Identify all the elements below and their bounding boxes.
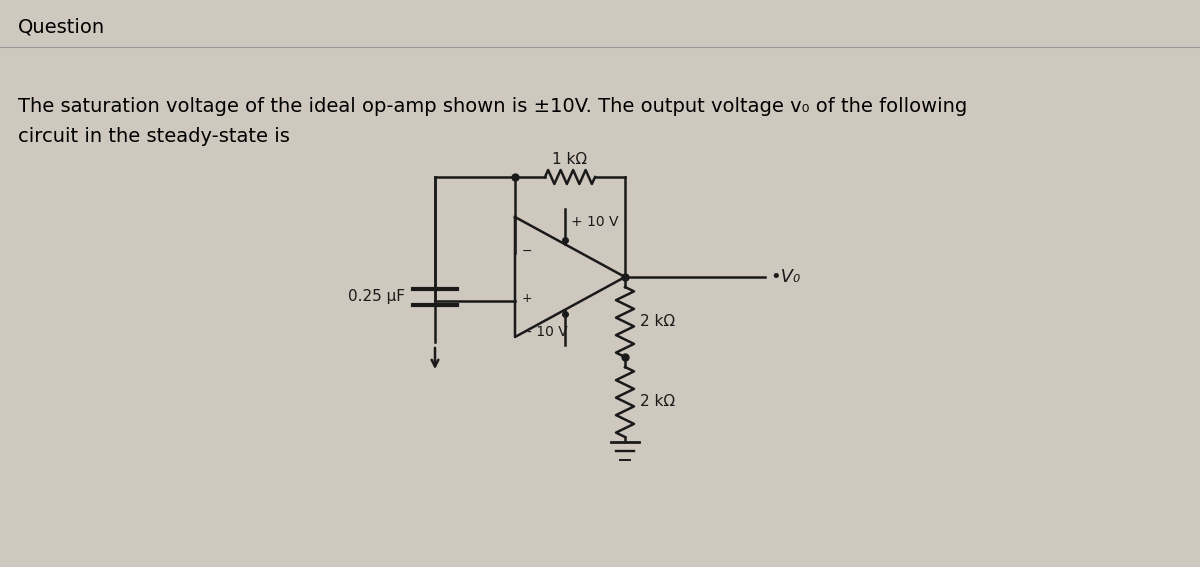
- Text: 2 kΩ: 2 kΩ: [640, 315, 676, 329]
- Text: 0.25 μF: 0.25 μF: [348, 290, 406, 304]
- Text: +: +: [522, 293, 533, 306]
- Text: •V₀: •V₀: [770, 268, 800, 286]
- Text: 1 kΩ: 1 kΩ: [552, 151, 588, 167]
- Text: −: −: [522, 244, 533, 257]
- Text: The saturation voltage of the ideal op-amp shown is ±10V. The output voltage v₀ : The saturation voltage of the ideal op-a…: [18, 98, 967, 116]
- Text: + 10 V: + 10 V: [571, 215, 618, 229]
- Text: Question: Question: [18, 18, 106, 36]
- Text: 2 kΩ: 2 kΩ: [640, 395, 676, 409]
- Text: - 10 V: - 10 V: [527, 325, 568, 339]
- Text: circuit in the steady-state is: circuit in the steady-state is: [18, 128, 290, 146]
